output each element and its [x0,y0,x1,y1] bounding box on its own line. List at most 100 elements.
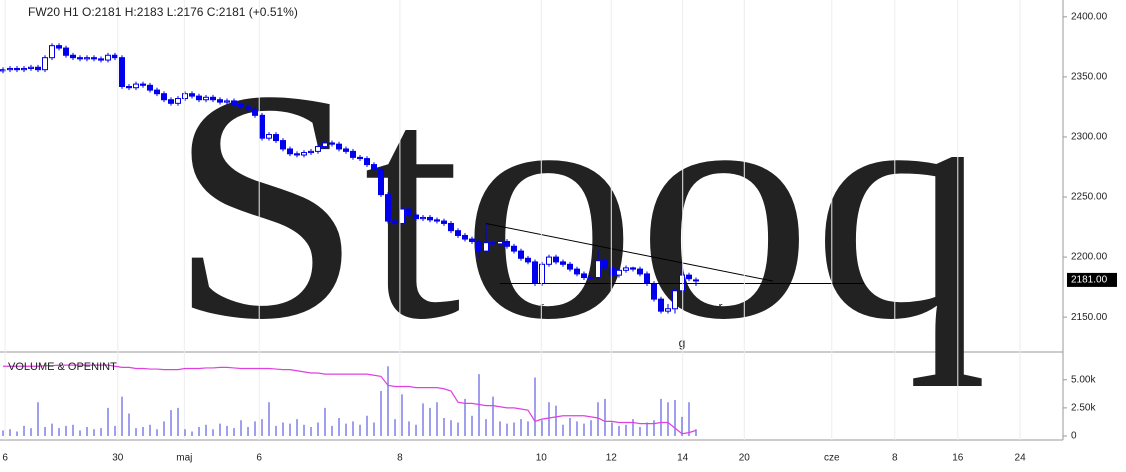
trendline [485,222,774,282]
candle-body [636,268,643,275]
candle-body [252,108,259,116]
candle-body [469,238,476,242]
candle-body [525,257,532,263]
candle-body [203,96,210,101]
y-tick-label: 2.50k [1071,403,1096,414]
candle-body [280,140,287,150]
candle-body [196,95,203,101]
x-tick-label: 6 [2,453,8,464]
x-tick-label: maj [176,453,192,464]
candle-body [545,256,552,265]
candle-body [594,260,601,279]
candle-body [427,216,434,221]
candle-body [518,250,525,259]
candle-body [615,269,622,276]
candle-body [49,45,56,59]
candle-body [385,194,392,222]
candle-body [671,290,678,310]
x-tick-label: 14 [677,453,689,464]
last-price-box [1067,272,1117,287]
candle-body [154,89,161,95]
candle-body [678,274,685,292]
chart-title: FW20 H1 O:2181 H:2183 L:2176 C:2181 (+0.… [28,5,298,19]
candle-body [126,85,133,89]
candle-body [392,220,399,224]
candle-body [420,216,427,220]
candle-body [504,240,511,247]
candle-body [650,283,657,300]
candle-body [238,104,245,108]
candle-body [287,148,294,155]
candle-body [552,256,559,263]
candle-body [357,156,364,160]
candle-body [56,45,63,49]
candle-body [336,143,343,150]
x-tick-label: 10 [536,453,548,464]
candle-body [566,263,573,270]
candle-body [245,106,252,110]
candle-body [462,234,469,240]
candle-body [364,158,371,166]
candle-body [657,298,664,312]
candle-body [483,242,490,252]
candle-body [168,99,175,104]
candle-body [119,57,126,87]
candle-body [587,277,594,280]
candle-body [350,150,357,158]
y-tick-label: 5.00k [1071,374,1096,385]
y-tick-label: 2350.00 [1071,72,1108,83]
candle-body [573,268,580,275]
open-interest-line [3,364,697,435]
candle-body [266,134,273,139]
candle-body [224,100,231,103]
candle-body [343,148,350,152]
candle-body [147,84,154,91]
annotation: r [540,300,544,314]
last-price-label: 2181.00 [1071,275,1108,286]
y-tick-label: 0 [1071,431,1077,442]
candle-body [559,261,566,265]
y-tick-label: 2300.00 [1071,132,1108,143]
candle-body [189,93,196,97]
x-tick-label: 30 [112,453,124,464]
y-tick-label: 2150.00 [1071,312,1108,323]
candle-body [406,208,413,216]
candle-body [217,99,224,103]
candle-body [476,240,483,252]
candle-body [273,134,280,142]
candle-body [490,242,497,245]
candle-body [692,279,699,282]
candle-body [622,267,629,271]
candle-body [91,57,98,60]
candle-body [511,245,518,252]
x-tick-label: 20 [739,453,751,464]
candle-body [182,93,189,100]
panel-title: VOLUME & OPENINT [8,361,117,373]
candle-body [105,54,112,61]
candle-body [231,100,238,106]
candle-body [133,83,140,89]
candle-body [413,214,420,220]
candle-body [378,168,385,196]
y-tick-label: 2250.00 [1071,192,1108,203]
candle-body [77,57,84,60]
x-tick-label: 8 [397,453,403,464]
candle-body [322,142,329,148]
candle-body [531,261,538,285]
watermark: Stooq [168,23,988,388]
candle-body [70,54,77,59]
candle-body [84,57,91,60]
candle-body [210,96,217,101]
candle-body [497,240,504,245]
x-tick-label: 16 [952,453,964,464]
candle-body [63,47,70,56]
candle-body [308,150,315,154]
candle-body [301,152,308,156]
annotation: r [718,300,722,314]
candle-body [21,67,28,71]
candle-body [28,66,35,69]
candle-body [664,308,671,312]
y-tick-label: 2400.00 [1071,11,1108,22]
candle-body [371,164,378,170]
